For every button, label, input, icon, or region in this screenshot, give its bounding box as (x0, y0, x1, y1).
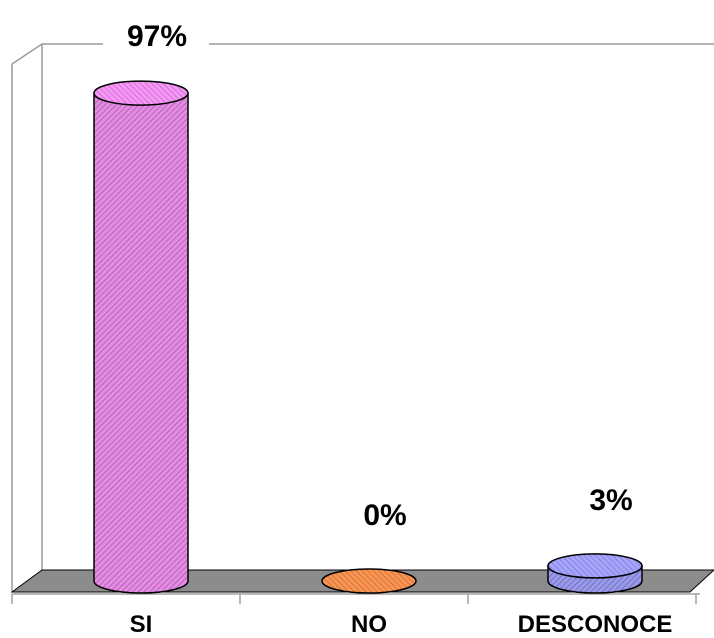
side-wall-top-edge (11, 43, 43, 65)
labels-group: 97% SI 0% NO 3% DESCONOCE (103, 14, 672, 638)
bar-body (93, 92, 189, 594)
bar-top (93, 80, 189, 106)
value-label: 97% (127, 20, 187, 53)
value-label-backing (103, 14, 209, 54)
value-label: 0% (363, 499, 406, 532)
value-label: 3% (589, 484, 632, 517)
bar-top (321, 568, 417, 594)
category-label: NO (351, 611, 387, 638)
bar-no (321, 568, 417, 594)
category-label: SI (130, 611, 153, 638)
bar-desconoce (547, 553, 643, 594)
bar-top (547, 553, 643, 579)
category-label: DESCONOCE (518, 611, 673, 638)
bars-group (93, 80, 643, 594)
bar-si (93, 80, 189, 594)
